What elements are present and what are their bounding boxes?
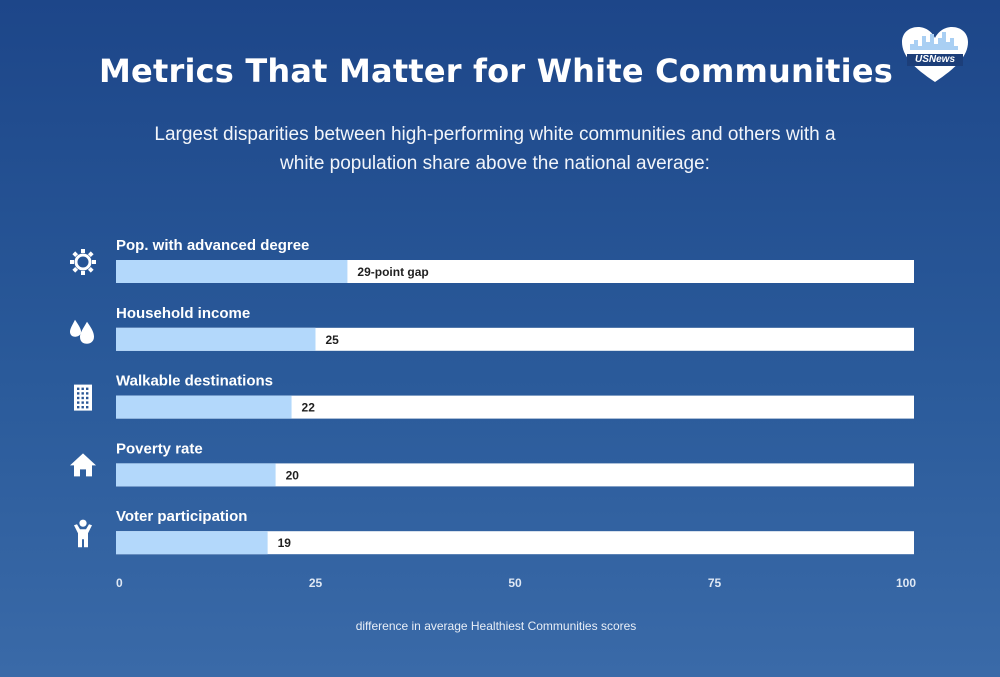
category-label: Pop. with advanced degree bbox=[116, 237, 309, 254]
x-axis-label: difference in average Healthiest Communi… bbox=[355, 619, 637, 633]
drops-icon bbox=[70, 319, 94, 344]
bar-track bbox=[116, 395, 914, 419]
x-tick-label: 50 bbox=[508, 576, 522, 590]
bar bbox=[116, 260, 348, 283]
data-label: 29-point gap bbox=[357, 265, 428, 279]
category-label: Walkable destinations bbox=[116, 373, 273, 390]
bar-track bbox=[116, 531, 914, 555]
person-icon bbox=[74, 519, 92, 548]
house-icon bbox=[70, 453, 96, 477]
x-tick-label: 0 bbox=[116, 576, 123, 590]
building-icon bbox=[74, 384, 92, 411]
data-label: 20 bbox=[286, 468, 300, 482]
data-label: 19 bbox=[278, 536, 292, 550]
category-label: Voter participation bbox=[116, 508, 247, 525]
data-label: 25 bbox=[326, 333, 340, 347]
x-tick-label: 100 bbox=[896, 576, 916, 590]
sun-icon bbox=[70, 249, 96, 275]
category-label: Household income bbox=[116, 305, 250, 322]
data-label: 22 bbox=[302, 401, 316, 415]
bar bbox=[116, 531, 268, 555]
bar-track bbox=[116, 463, 914, 487]
x-tick-label: 75 bbox=[708, 576, 722, 590]
category-label: Poverty rate bbox=[116, 440, 203, 457]
bar bbox=[116, 463, 276, 487]
bar bbox=[116, 327, 316, 351]
x-tick-label: 25 bbox=[309, 576, 323, 590]
logo-text: USNews bbox=[907, 54, 963, 66]
bar bbox=[116, 395, 292, 419]
page-subtitle: Largest disparities between high-perform… bbox=[154, 124, 836, 174]
page-title: Metrics That Matter for White Communitie… bbox=[99, 52, 893, 90]
